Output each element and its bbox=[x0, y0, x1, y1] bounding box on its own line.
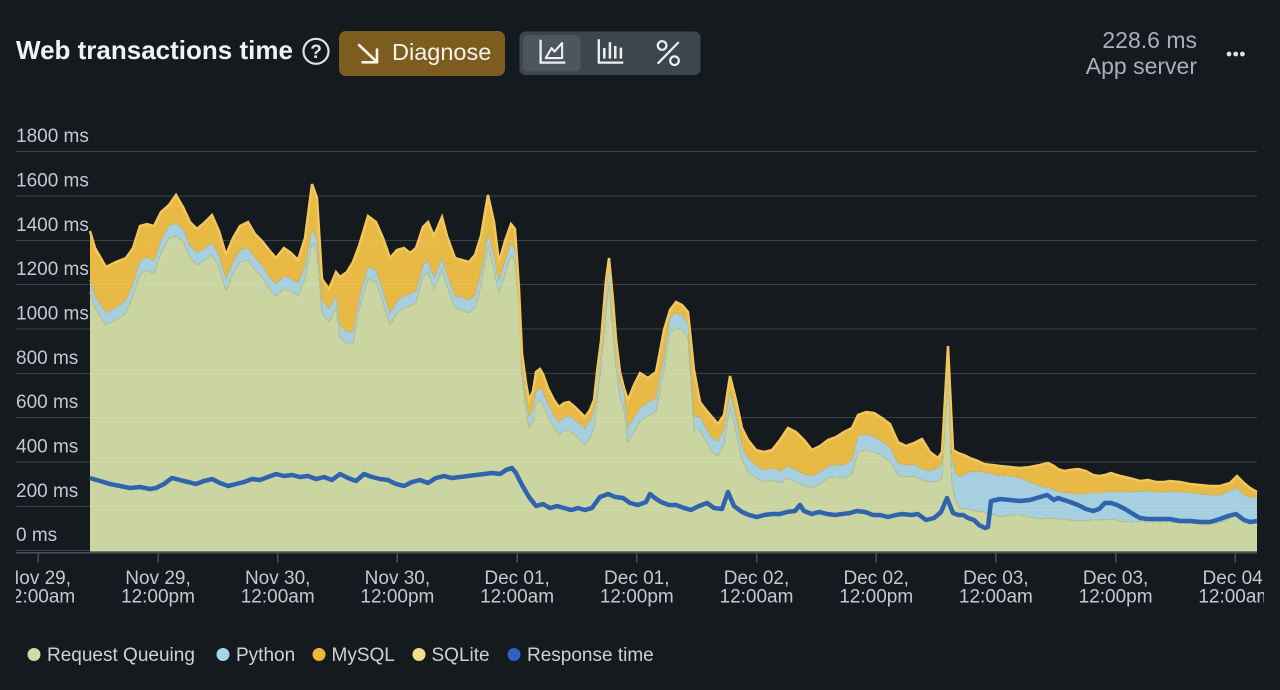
svg-text:Web transactions time: Web transactions time bbox=[16, 35, 293, 65]
svg-text:200 ms: 200 ms bbox=[16, 481, 78, 502]
svg-text:MySQL: MySQL bbox=[332, 645, 395, 666]
svg-text:12:00am: 12:00am bbox=[1, 587, 75, 608]
svg-text:12:00pm: 12:00pm bbox=[839, 587, 913, 608]
svg-text:Nov 29,: Nov 29, bbox=[6, 568, 71, 589]
svg-text:1200 ms: 1200 ms bbox=[16, 259, 89, 280]
svg-text:1400 ms: 1400 ms bbox=[16, 215, 89, 236]
svg-text:800 ms: 800 ms bbox=[16, 348, 78, 369]
svg-text:12:00am: 12:00am bbox=[959, 587, 1033, 608]
svg-text:SQLite: SQLite bbox=[432, 645, 490, 666]
svg-text:Dec 01,: Dec 01, bbox=[604, 568, 669, 589]
svg-text:?: ? bbox=[310, 42, 322, 63]
svg-text:12:00pm: 12:00pm bbox=[360, 587, 434, 608]
svg-text:Nov 30,: Nov 30, bbox=[245, 568, 310, 589]
svg-text:Nov 30,: Nov 30, bbox=[365, 568, 430, 589]
svg-text:Python: Python bbox=[236, 645, 295, 666]
svg-text:12:00pm: 12:00pm bbox=[1079, 587, 1153, 608]
svg-text:12:00am: 12:00am bbox=[241, 587, 315, 608]
svg-text:Request Queuing: Request Queuing bbox=[47, 645, 195, 666]
svg-text:Dec 01,: Dec 01, bbox=[484, 568, 549, 589]
svg-text:Diagnose: Diagnose bbox=[392, 39, 491, 65]
svg-text:Response time: Response time bbox=[527, 645, 654, 666]
svg-text:1800 ms: 1800 ms bbox=[16, 126, 89, 147]
svg-text:12:00pm: 12:00pm bbox=[121, 587, 195, 608]
svg-text:1000 ms: 1000 ms bbox=[16, 304, 89, 325]
svg-text:228.6 ms: 228.6 ms bbox=[1102, 27, 1197, 53]
svg-text:Dec 02,: Dec 02, bbox=[843, 568, 908, 589]
svg-text:1600 ms: 1600 ms bbox=[16, 171, 89, 192]
svg-text:App server: App server bbox=[1086, 53, 1198, 79]
svg-text:12:00am: 12:00am bbox=[720, 587, 794, 608]
svg-text:Dec 02,: Dec 02, bbox=[724, 568, 789, 589]
svg-text:Dec 03,: Dec 03, bbox=[1083, 568, 1148, 589]
svg-text:Dec 04,: Dec 04, bbox=[1203, 568, 1268, 589]
svg-text:12:00pm: 12:00pm bbox=[600, 587, 674, 608]
svg-text:12:00am: 12:00am bbox=[480, 587, 554, 608]
svg-text:400 ms: 400 ms bbox=[16, 437, 78, 458]
svg-text:Dec 03,: Dec 03, bbox=[963, 568, 1028, 589]
svg-text:12:00am: 12:00am bbox=[1198, 587, 1272, 608]
svg-text:0 ms: 0 ms bbox=[16, 525, 57, 546]
svg-text:600 ms: 600 ms bbox=[16, 392, 78, 413]
svg-text:Nov 29,: Nov 29, bbox=[125, 568, 190, 589]
